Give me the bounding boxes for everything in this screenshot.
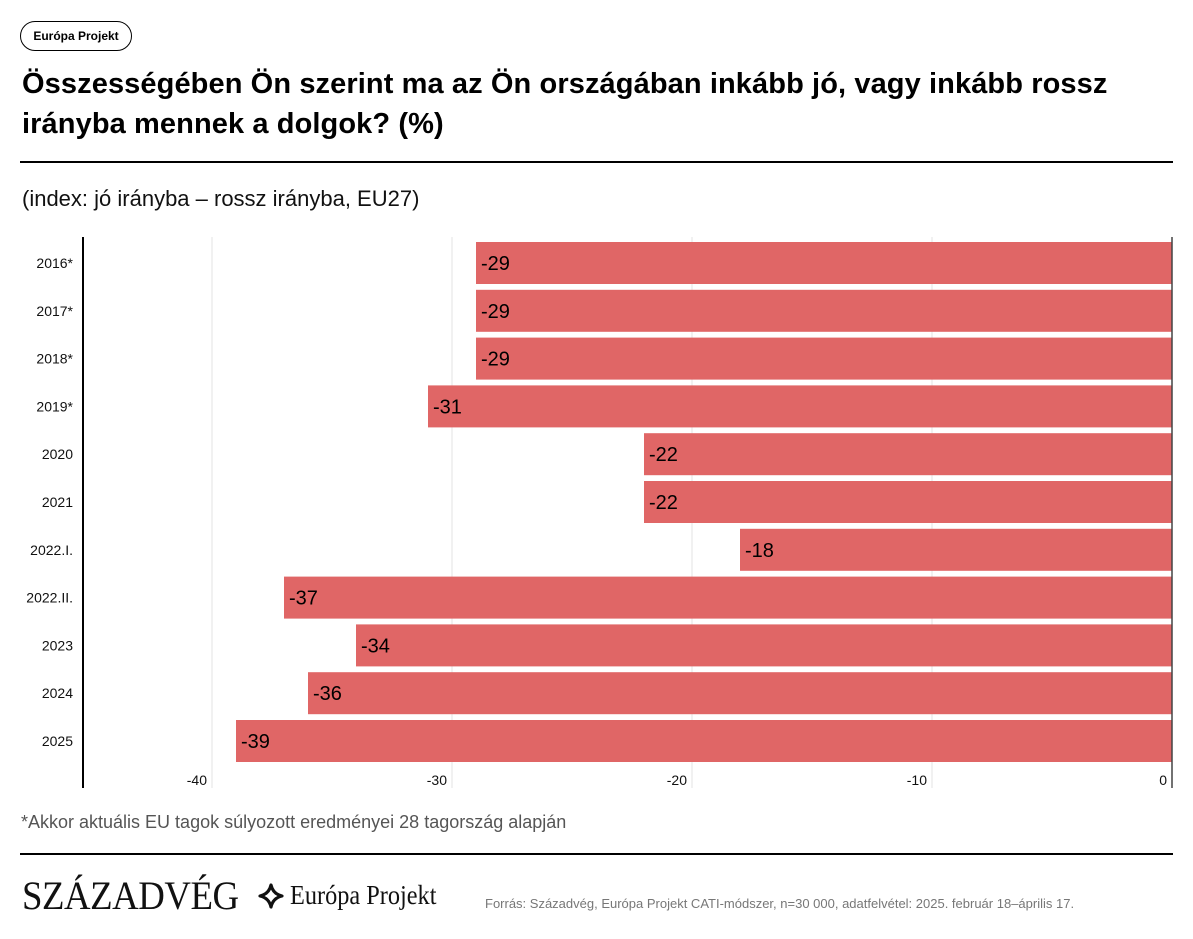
footnote: *Akkor aktuális EU tagok súlyozott eredm… bbox=[21, 812, 567, 832]
category-labels: 2016* 2017* 2018* 2019* 2020 2021 2022.I. 2022.… bbox=[26, 255, 73, 749]
x-tick-label: -20 bbox=[667, 772, 687, 788]
bar bbox=[308, 672, 1172, 715]
data-label: -34 bbox=[361, 635, 390, 657]
chart-svg: -29-29-29-31-22-22-18-37-34-36-39 2016*2… bbox=[26, 237, 1173, 788]
x-tick-labels: -40 -30 -20 -10 0 bbox=[187, 772, 1167, 788]
europa-projekt-logo: Európa Projekt bbox=[258, 880, 453, 911]
bar bbox=[356, 624, 1172, 667]
data-label: -36 bbox=[313, 683, 342, 705]
source-note: Forrás: Századvég, Európa Projekt CATI-m… bbox=[485, 896, 1075, 911]
bar bbox=[284, 576, 1172, 619]
data-label: -22 bbox=[649, 444, 678, 466]
category-label: 2021 bbox=[42, 494, 73, 510]
data-label: -37 bbox=[289, 588, 318, 610]
bar bbox=[740, 528, 1172, 571]
source-badge: Európa Projekt bbox=[20, 21, 132, 51]
x-tick-label: -30 bbox=[427, 772, 447, 788]
data-label: -18 bbox=[745, 540, 774, 562]
category-label: 2024 bbox=[42, 685, 73, 701]
category-label: 2016* bbox=[36, 255, 73, 271]
x-tick-label: -40 bbox=[187, 772, 207, 788]
category-label: 2019* bbox=[36, 398, 73, 414]
data-label: -29 bbox=[481, 349, 510, 371]
category-label: 2022.II. bbox=[26, 590, 73, 606]
category-label: 2018* bbox=[36, 351, 73, 367]
category-label: 2017* bbox=[36, 303, 73, 319]
chart-title: Összességében Ön szerint ma az Ön ország… bbox=[22, 68, 1108, 140]
data-label: -39 bbox=[241, 731, 270, 753]
szazadveg-logo: SZÁZADVÉG bbox=[22, 873, 239, 918]
title-divider bbox=[20, 161, 1173, 163]
bar bbox=[428, 385, 1172, 428]
data-label: -22 bbox=[649, 492, 678, 514]
x-tick-label: -10 bbox=[907, 772, 927, 788]
bar-chart: -29 -29 -29 -31 -22 -22 -18 -37 -34 -36 -39 2016* 2… bbox=[0, 230, 1193, 800]
category-label: 2020 bbox=[42, 446, 73, 462]
category-label: 2022.I. bbox=[30, 542, 73, 558]
bar bbox=[476, 337, 1172, 380]
four-point-star-icon bbox=[258, 882, 284, 909]
footer-divider bbox=[20, 853, 1173, 855]
category-label: 2025 bbox=[42, 733, 73, 749]
bar bbox=[644, 433, 1172, 476]
category-label: 2023 bbox=[42, 637, 73, 653]
data-label: -29 bbox=[481, 301, 510, 323]
x-tick-label: 0 bbox=[1159, 772, 1167, 788]
europa-projekt-logo-text: Európa Projekt bbox=[290, 880, 437, 910]
data-label: -31 bbox=[433, 396, 462, 418]
bars bbox=[236, 242, 1172, 762]
bar bbox=[644, 481, 1172, 523]
bar bbox=[476, 242, 1172, 284]
data-label: -29 bbox=[481, 253, 510, 275]
data-labels: -29 -29 -29 -31 -22 -22 -18 -37 -34 -36 -39 bbox=[241, 253, 774, 753]
bar bbox=[236, 720, 1172, 762]
badge-label: Európa Projekt bbox=[33, 29, 119, 43]
bar bbox=[476, 289, 1172, 332]
chart-subtitle: (index: jó irányba – rossz irányba, EU27… bbox=[22, 186, 420, 211]
